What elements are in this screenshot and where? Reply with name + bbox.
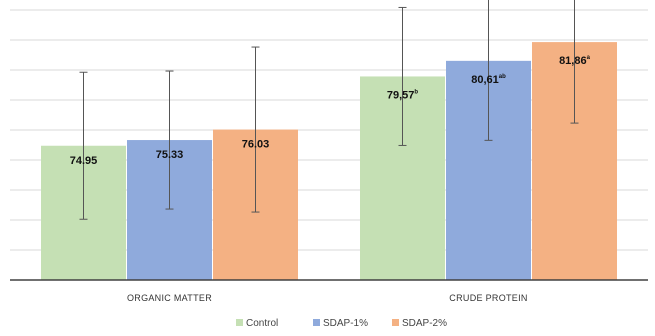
category-labels: ORGANIC MATTER CRUDE PROTEIN xyxy=(127,293,527,303)
data-labels: 74.95 75.33 76.03 79,57b 80,61ab 81,86a xyxy=(70,55,591,167)
legend-swatch xyxy=(313,319,320,326)
data-label: 74.95 xyxy=(70,155,98,167)
legend-swatch xyxy=(236,319,243,326)
significance-letter: b xyxy=(414,89,418,95)
significance-letter: a xyxy=(587,55,591,61)
category-label: ORGANIC MATTER xyxy=(127,293,212,303)
legend-label: SDAP-2% xyxy=(402,318,447,329)
data-label: 76.03 xyxy=(242,139,270,151)
data-label: 79,57b xyxy=(387,89,419,101)
data-label: 75.33 xyxy=(156,149,184,161)
data-label: 80,61ab xyxy=(471,74,506,86)
legend-label: SDAP-1% xyxy=(323,318,368,329)
category-label: CRUDE PROTEIN xyxy=(449,293,527,303)
legend: Control SDAP-1% SDAP-2% xyxy=(236,318,447,329)
bars xyxy=(41,42,617,280)
legend-label: Control xyxy=(246,318,278,329)
error-bars xyxy=(79,0,579,220)
legend-swatch xyxy=(392,319,399,326)
significance-letter: ab xyxy=(499,74,506,80)
data-label: 81,86a xyxy=(559,55,591,67)
